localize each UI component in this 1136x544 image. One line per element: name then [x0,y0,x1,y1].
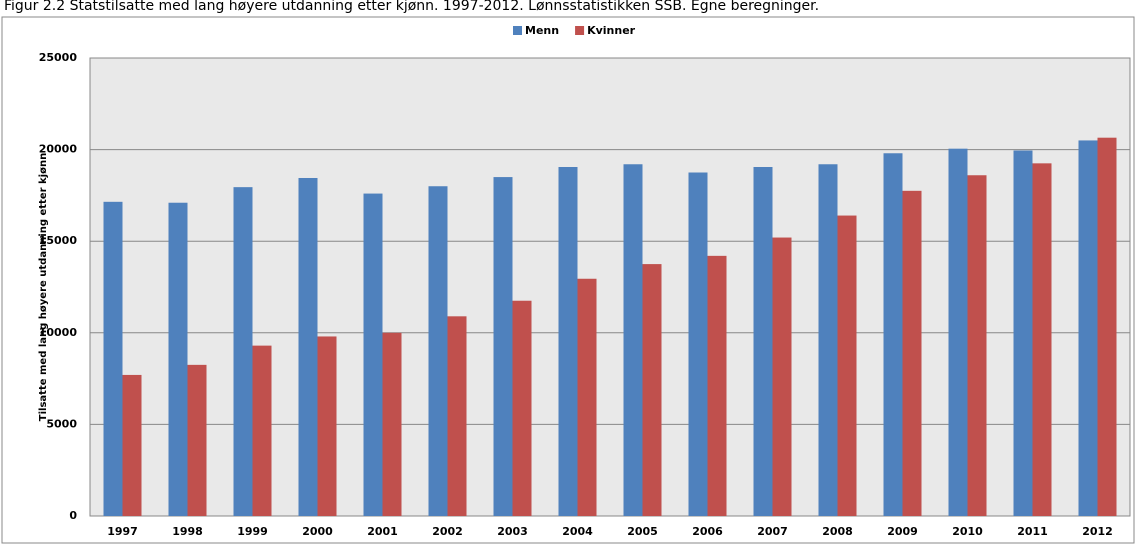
y-tick-label: 10000 [39,326,78,339]
x-tick-label: 2006 [692,525,723,538]
legend-swatch [575,26,585,35]
legend-label: Menn [525,24,559,37]
bar [772,237,792,516]
bar [753,167,773,516]
bar [187,364,207,516]
bar [818,164,838,517]
bar [122,374,142,516]
x-tick-label: 2003 [497,525,528,538]
x-tick-label: 1997 [107,525,138,538]
chart-title: Figur 2.2 Statstilsatte med lang høyere … [4,0,819,14]
bar [883,153,903,516]
bar [233,187,253,516]
x-tick-label: 1999 [237,525,268,538]
bar [623,164,643,517]
x-tick-label: 2001 [367,525,398,538]
x-tick-label: 2011 [1017,525,1048,538]
bar [642,264,662,516]
x-tick-label: 2002 [432,525,463,538]
bar [577,278,597,516]
bar [428,186,448,517]
bar [967,175,987,517]
bar [1013,150,1033,517]
bar [252,345,272,516]
x-tick-label: 2004 [562,525,593,538]
bar [1097,137,1117,516]
y-tick-label: 20000 [39,143,78,156]
bar [382,332,402,516]
legend-swatch [513,26,522,35]
y-tick-label: 0 [69,509,77,522]
x-tick-label: 2010 [952,525,983,538]
bar [558,167,578,516]
legend-label: Kvinner [587,24,636,37]
bar [688,172,708,516]
x-tick-label: 1998 [172,525,203,538]
bar [317,336,337,516]
bar [512,300,532,516]
bar [707,255,727,516]
x-tick-label: 2008 [822,525,853,538]
y-axis-label: Tilsatte med lang høyere utdanning etter… [38,153,49,421]
bar [837,215,857,516]
x-tick-label: 2012 [1082,525,1113,538]
y-tick-label: 15000 [39,234,78,247]
bar [103,201,123,516]
bar [298,177,318,516]
bar [902,190,922,516]
bar [447,316,467,516]
x-tick-label: 2009 [887,525,918,538]
x-tick-label: 2007 [757,525,788,538]
y-tick-label: 5000 [46,417,77,430]
x-tick-label: 2005 [627,525,658,538]
bar [1078,140,1098,516]
x-tick-label: 2000 [302,525,333,538]
bar [1032,163,1052,516]
bar [363,193,383,516]
bar [493,177,513,516]
y-tick-label: 25000 [39,51,78,64]
bar [168,202,188,516]
bar [948,148,968,516]
